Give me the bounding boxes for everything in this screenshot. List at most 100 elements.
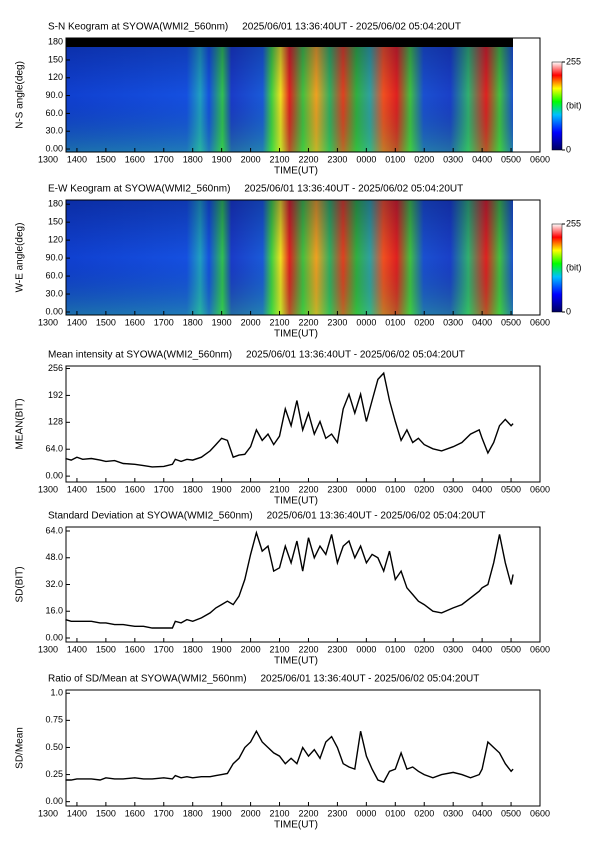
plot-frame bbox=[65, 526, 541, 643]
x-tick-label: 1800 bbox=[183, 154, 203, 164]
x-tick-label: 2000 bbox=[241, 154, 261, 164]
x-tick-label: 0500 bbox=[501, 808, 521, 818]
x-tick-label: 0400 bbox=[472, 808, 492, 818]
x-tick-label: 1500 bbox=[96, 808, 116, 818]
x-tick-label: 1700 bbox=[154, 154, 174, 164]
x-axis-label: TIME(UT) bbox=[274, 656, 318, 667]
x-tick-label: 2200 bbox=[298, 644, 318, 654]
x-tick-label: 2300 bbox=[327, 644, 347, 654]
x-tick-label: 1600 bbox=[125, 808, 145, 818]
y-tick-label: 256 bbox=[48, 363, 63, 373]
x-tick-label: 0100 bbox=[385, 154, 405, 164]
y-tick-label: 0.00 bbox=[45, 470, 63, 480]
y-tick-label: 90.0 bbox=[45, 252, 63, 262]
x-tick-label: 0200 bbox=[414, 484, 434, 494]
x-tick-label: 1900 bbox=[212, 154, 232, 164]
y-tick-label: 60.0 bbox=[45, 270, 63, 280]
colorbar-tick-label: 255 bbox=[566, 218, 581, 228]
x-tick-label: 2100 bbox=[270, 644, 290, 654]
x-tick-label: 1500 bbox=[96, 644, 116, 654]
y-tick-label: 150 bbox=[48, 217, 63, 227]
y-tick-label: 0.00 bbox=[45, 632, 63, 642]
x-tick-label: 1500 bbox=[96, 317, 116, 327]
y-tick-label: 30.0 bbox=[45, 126, 63, 136]
y-tick-label: 120 bbox=[48, 72, 63, 82]
x-tick-label: 1700 bbox=[154, 808, 174, 818]
x-tick-label: 1900 bbox=[212, 808, 232, 818]
x-axis-label: TIME(UT) bbox=[274, 496, 318, 507]
x-tick-label: 0100 bbox=[385, 644, 405, 654]
x-tick-label: 1600 bbox=[125, 317, 145, 327]
plot-frame bbox=[65, 365, 541, 483]
x-tick-label: 0300 bbox=[443, 317, 463, 327]
x-tick-label: 2000 bbox=[241, 808, 261, 818]
y-axis-label: SD(BIT) bbox=[15, 566, 26, 602]
x-tick-label: 2100 bbox=[270, 484, 290, 494]
x-tick-label: 1700 bbox=[154, 644, 174, 654]
y-axis-label: N-S angle(deg) bbox=[15, 61, 26, 129]
plot-frame bbox=[65, 689, 541, 807]
x-tick-label: 1900 bbox=[212, 644, 232, 654]
x-tick-label: 2200 bbox=[298, 808, 318, 818]
x-tick-label: 2000 bbox=[241, 484, 261, 494]
x-tick-label: 1400 bbox=[67, 154, 87, 164]
x-tick-label: 1300 bbox=[38, 644, 58, 654]
data-line bbox=[65, 371, 514, 468]
y-tick-label: 192 bbox=[48, 390, 63, 400]
y-tick-label: 0.75 bbox=[45, 715, 63, 725]
x-tick-label: 1300 bbox=[38, 484, 58, 494]
x-tick-label: 2100 bbox=[270, 154, 290, 164]
x-tick-label: 0000 bbox=[356, 154, 376, 164]
x-tick-label: 0600 bbox=[530, 484, 550, 494]
y-tick-label: 30.0 bbox=[45, 288, 63, 298]
y-tick-label: 48.0 bbox=[45, 552, 63, 562]
x-tick-label: 1400 bbox=[67, 317, 87, 327]
colorbar-label: (bit) bbox=[566, 100, 582, 110]
y-tick-label: 0.00 bbox=[45, 306, 63, 316]
x-tick-label: 0400 bbox=[472, 154, 492, 164]
x-tick-label: 1600 bbox=[125, 484, 145, 494]
colorbar-tick-label: 0 bbox=[566, 306, 571, 316]
x-tick-label: 2300 bbox=[327, 154, 347, 164]
x-axis-label: TIME(UT) bbox=[274, 329, 318, 340]
y-tick-label: 0.00 bbox=[45, 143, 63, 153]
x-tick-label: 0100 bbox=[385, 808, 405, 818]
x-tick-label: 2100 bbox=[270, 808, 290, 818]
x-tick-label: 1900 bbox=[212, 484, 232, 494]
y-tick-label: 1.0 bbox=[50, 688, 63, 698]
x-tick-label: 0600 bbox=[530, 154, 550, 164]
colorbar-label: (bit) bbox=[566, 262, 582, 272]
x-tick-label: 0200 bbox=[414, 317, 434, 327]
x-tick-label: 1500 bbox=[96, 484, 116, 494]
x-tick-label: 0600 bbox=[530, 808, 550, 818]
x-tick-label: 0400 bbox=[472, 484, 492, 494]
x-tick-label: 2300 bbox=[327, 317, 347, 327]
x-tick-label: 1300 bbox=[38, 317, 58, 327]
x-tick-label: 0000 bbox=[356, 317, 376, 327]
panel-title: E-W Keogram at SYOWA(WMI2_560nm) 2025/06… bbox=[48, 184, 463, 195]
x-axis-label: TIME(UT) bbox=[274, 166, 318, 177]
x-tick-label: 1800 bbox=[183, 317, 203, 327]
x-tick-label: 0300 bbox=[443, 808, 463, 818]
colorbar-tick-label: 0 bbox=[566, 144, 571, 154]
y-tick-label: 90.0 bbox=[45, 90, 63, 100]
y-tick-label: 60.0 bbox=[45, 108, 63, 118]
x-tick-label: 2100 bbox=[270, 317, 290, 327]
x-tick-label: 1300 bbox=[38, 154, 58, 164]
y-tick-label: 128 bbox=[48, 417, 63, 427]
y-tick-label: 180 bbox=[48, 199, 63, 209]
x-tick-label: 2000 bbox=[241, 317, 261, 327]
x-tick-label: 0400 bbox=[472, 644, 492, 654]
x-tick-label: 1700 bbox=[154, 484, 174, 494]
x-tick-label: 0300 bbox=[443, 484, 463, 494]
x-tick-label: 0000 bbox=[356, 484, 376, 494]
colorbar-tick-label: 255 bbox=[566, 56, 581, 66]
x-tick-label: 1800 bbox=[183, 808, 203, 818]
x-tick-label: 1900 bbox=[212, 317, 232, 327]
keogram-image bbox=[66, 38, 563, 315]
x-tick-label: 2200 bbox=[298, 317, 318, 327]
y-axis-label: SD/Mean bbox=[15, 727, 26, 769]
x-tick-label: 1800 bbox=[183, 484, 203, 494]
x-tick-label: 0500 bbox=[501, 484, 521, 494]
